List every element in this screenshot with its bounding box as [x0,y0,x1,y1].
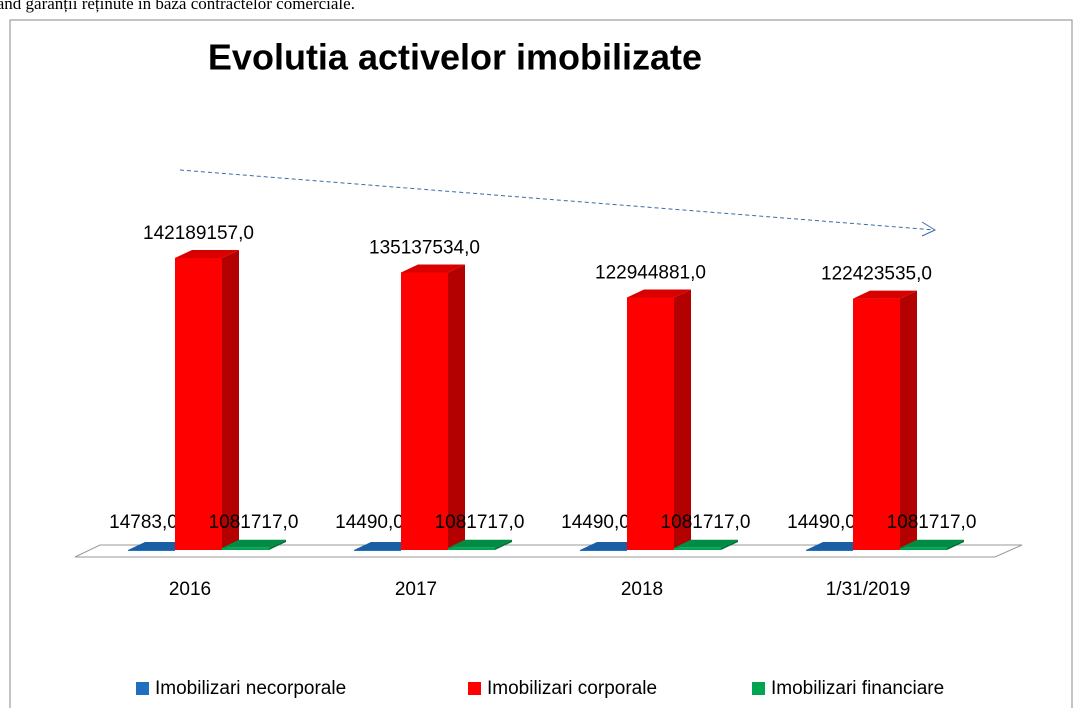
bar [674,547,721,550]
data-label: 122944881,0 [595,263,706,284]
bar [627,297,674,550]
legend-swatch [752,682,765,695]
bar-side [674,289,691,550]
legend-swatch [136,682,149,695]
bar [175,258,222,550]
x-tick-label: 2017 [395,579,437,600]
x-tick-label: 2018 [621,579,663,600]
page-text: tand garanții reținute în baza contracte… [0,0,355,13]
bar [806,549,853,551]
bar-side [269,539,286,550]
data-label: 1081717,0 [435,512,525,533]
bar-side [495,539,512,550]
bar [580,549,627,551]
data-label: 14490,0 [787,512,856,533]
bar-top [401,264,465,273]
bar-top [900,539,964,548]
legend-label: Imobilizari corporale [487,678,657,699]
data-label: 135137534,0 [369,237,480,258]
floor [74,544,1023,558]
bar-top [222,539,286,548]
x-tick-label: 1/31/2019 [826,579,911,600]
data-label: 14490,0 [335,512,404,533]
legend-label: Imobilizari financiare [771,678,944,699]
bar-top [853,290,917,299]
data-label: 14783,0 [109,512,178,533]
trend-arrow [921,221,937,237]
data-label: 1081717,0 [209,512,299,533]
chart-title: Evolutia activelor imobilizate [208,37,702,78]
bar [354,549,401,551]
bar [222,547,269,550]
trend-line [179,169,936,231]
data-label: 14490,0 [561,512,630,533]
bar-top [627,289,691,298]
bar [853,298,900,550]
bar-side [947,539,964,550]
legend-swatch [468,682,481,695]
legend-label: Imobilizari necorporale [155,678,346,699]
bar-side [222,250,239,550]
bar-top [448,539,512,548]
data-label: 1081717,0 [887,512,977,533]
data-label: 142189157,0 [143,223,254,244]
bar-side [448,264,465,550]
bar-top [175,250,239,258]
data-label: 122423535,0 [821,264,932,285]
data-label: 1081717,0 [661,512,751,533]
bar [128,549,175,551]
bar [401,272,448,550]
bar [900,547,947,550]
bar-side [900,290,917,550]
bar-side [721,539,738,550]
bar-top [674,539,738,548]
x-tick-label: 2016 [169,579,211,600]
bar [448,547,495,550]
